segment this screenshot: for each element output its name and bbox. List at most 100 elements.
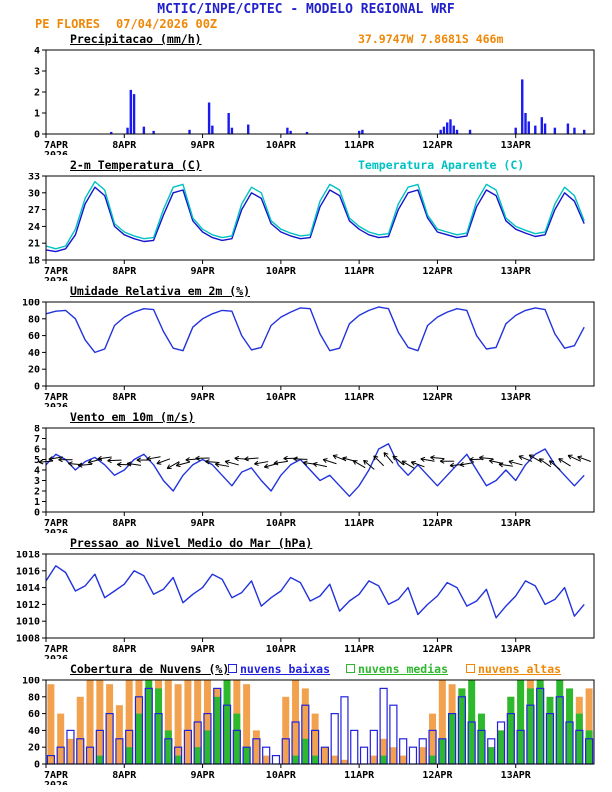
svg-text:33: 33 [28, 173, 40, 183]
svg-text:60: 60 [28, 709, 40, 720]
svg-text:3: 3 [34, 67, 40, 78]
humidity-chart: 0 20 40 60 80 100 7APR2026 8APR 9APR 10APR 11APR 12… [22, 299, 595, 407]
svg-text:2026: 2026 [44, 654, 68, 659]
panel-cloud-cover: Cobertura de Nuvens (%) nuvens baixas nu… [0, 662, 612, 788]
page-title: MCTIC/INPE/CPTEC - MODELO REGIONAL WRF [157, 2, 455, 17]
panel-title: 2-m Temperatura (C) [70, 158, 202, 172]
svg-text:13APR: 13APR [501, 392, 532, 403]
panel-title-row: Vento em 10m (m/s) [0, 410, 612, 425]
panel-title-row: Precipitacao (mm/h) 37.9747W 7.8681S 466… [0, 32, 612, 47]
svg-text:1010: 1010 [16, 617, 40, 628]
svg-text:5: 5 [34, 455, 40, 466]
svg-text:2026: 2026 [44, 150, 68, 155]
svg-text:13APR: 13APR [501, 518, 532, 529]
legend-label: nuvens altas [478, 662, 562, 676]
svg-text:7APR: 7APR [44, 266, 69, 277]
svg-text:8APR: 8APR [112, 518, 137, 529]
svg-text:10APR: 10APR [266, 392, 297, 403]
svg-text:7APR: 7APR [44, 644, 69, 655]
panel-title-row: 2-m Temperatura (C) Temperatura Aparente… [0, 158, 612, 173]
svg-text:80: 80 [28, 692, 40, 703]
svg-text:1018: 1018 [16, 551, 40, 561]
svg-text:2026: 2026 [44, 402, 68, 407]
panel-title-row: Cobertura de Nuvens (%) nuvens baixas nu… [0, 662, 612, 677]
panel-title-row: Umidade Relativa em 2m (%) [0, 284, 612, 299]
svg-text:7APR: 7APR [44, 770, 69, 781]
legend-label: nuvens baixas [240, 662, 331, 676]
svg-text:8APR: 8APR [112, 644, 137, 655]
svg-text:13APR: 13APR [501, 644, 532, 655]
pressure-chart: 1008 1010 1012 1014 1016 1018 7APR2026 8APR 9APR… [16, 551, 595, 659]
svg-text:8APR: 8APR [112, 266, 137, 277]
svg-text:11APR: 11APR [344, 392, 375, 403]
svg-text:4: 4 [34, 466, 40, 477]
svg-text:12APR: 12APR [422, 644, 453, 655]
svg-text:11APR: 11APR [344, 770, 375, 781]
svg-text:1016: 1016 [16, 566, 40, 577]
svg-text:9APR: 9APR [191, 644, 216, 655]
svg-text:6: 6 [34, 445, 40, 456]
svg-text:11APR: 11APR [344, 140, 375, 151]
panel-title: Precipitacao (mm/h) [70, 32, 202, 46]
panel-humidity: Umidade Relativa em 2m (%) 0 20 40 60 80 100 7… [0, 284, 612, 410]
svg-text:11APR: 11APR [344, 266, 375, 277]
svg-text:0: 0 [34, 508, 40, 519]
panel-title-row: Pressao ao Nivel Medio do Mar (hPa) [0, 536, 612, 551]
panels-container: Precipitacao (mm/h) 37.9747W 7.8681S 466… [0, 32, 612, 788]
svg-text:13APR: 13APR [501, 770, 532, 781]
svg-text:11APR: 11APR [344, 644, 375, 655]
svg-text:7APR: 7APR [44, 140, 69, 151]
svg-text:2026: 2026 [44, 780, 68, 785]
run-datetime: 07/04/2026 00Z [116, 17, 218, 31]
svg-text:10APR: 10APR [266, 770, 297, 781]
svg-text:3: 3 [34, 476, 40, 487]
svg-text:10APR: 10APR [266, 644, 297, 655]
panel-precipitation: Precipitacao (mm/h) 37.9747W 7.8681S 466… [0, 32, 612, 158]
station-name: PE FLORES [35, 17, 101, 31]
svg-text:8: 8 [34, 425, 40, 435]
high-clouds-swatch-icon [466, 664, 475, 673]
svg-text:12APR: 12APR [422, 266, 453, 277]
svg-text:12APR: 12APR [422, 392, 453, 403]
svg-text:8APR: 8APR [112, 392, 137, 403]
svg-text:11APR: 11APR [344, 518, 375, 529]
svg-text:60: 60 [28, 331, 40, 342]
svg-text:9APR: 9APR [191, 770, 216, 781]
svg-text:40: 40 [28, 348, 40, 359]
svg-text:24: 24 [28, 222, 40, 233]
svg-text:8APR: 8APR [112, 770, 137, 781]
svg-text:2: 2 [34, 487, 40, 498]
precipitation-chart: 0 1 2 3 4 7APR2026 8APR 9APR 10APR 11APR 12APR 13AP… [34, 47, 595, 155]
svg-text:1: 1 [34, 497, 40, 508]
legend-label: nuvens medias [358, 662, 449, 676]
svg-text:4: 4 [34, 47, 40, 57]
svg-text:21: 21 [28, 239, 40, 250]
legend-high-clouds: nuvens altas [466, 662, 561, 676]
legend-low-clouds: nuvens baixas [228, 662, 330, 676]
svg-text:2026: 2026 [44, 528, 68, 533]
svg-text:40: 40 [28, 726, 40, 737]
panel-title: Cobertura de Nuvens (%) [70, 662, 230, 676]
legend-mid-clouds: nuvens medias [346, 662, 448, 676]
svg-text:20: 20 [28, 365, 40, 376]
svg-text:2026: 2026 [44, 276, 68, 281]
svg-text:30: 30 [28, 188, 40, 199]
svg-text:12APR: 12APR [422, 140, 453, 151]
svg-text:9APR: 9APR [191, 518, 216, 529]
svg-text:0: 0 [34, 130, 40, 141]
svg-text:12APR: 12APR [422, 518, 453, 529]
svg-text:1: 1 [34, 109, 40, 120]
svg-text:100: 100 [22, 677, 40, 687]
svg-text:27: 27 [28, 205, 40, 216]
svg-text:0: 0 [34, 760, 40, 771]
temperature-chart: 18 21 24 27 30 33 7APR2026 8APR 9APR 10APR 11APR 12… [28, 173, 595, 281]
panel-title: Vento em 10m (m/s) [70, 410, 195, 424]
svg-text:18: 18 [28, 256, 40, 267]
svg-text:10APR: 10APR [266, 266, 297, 277]
svg-text:13APR: 13APR [501, 266, 532, 277]
low-clouds-swatch-icon [228, 664, 237, 673]
cloud-cover-chart: 0 20 40 60 80 100 7APR2026 8APR 9APR 10APR 11APR 12… [22, 677, 595, 785]
location-info: 37.9747W 7.8681S 466m [358, 32, 504, 46]
